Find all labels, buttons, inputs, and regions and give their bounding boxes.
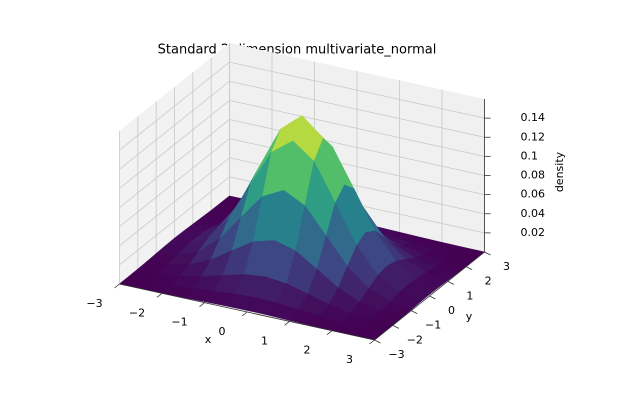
x-tick [369, 339, 375, 345]
x-tick [284, 321, 290, 326]
z-tick-label: 0.02 [521, 226, 546, 239]
grid-line [119, 157, 230, 247]
y-tick [465, 266, 473, 271]
z-tick-label: 0.08 [521, 169, 546, 182]
x-axis-line [119, 283, 375, 341]
grid-line [229, 61, 485, 119]
y-tick-label: 2 [485, 275, 492, 288]
x-tick-label: 1 [261, 334, 268, 347]
x-tick-label: −3 [86, 297, 102, 310]
y-tick-label: 3 [503, 260, 510, 273]
chart-title: Standard 2-dimension multivariate_normal [158, 43, 437, 58]
x-tick-label: −1 [171, 316, 187, 329]
x-tick [114, 283, 120, 289]
y-tick [410, 310, 418, 315]
y-axis-line [374, 251, 485, 341]
x-tick [199, 302, 205, 307]
y-tick-label: −2 [407, 333, 423, 346]
y-tick [447, 280, 455, 285]
y-tick-label: 0 [448, 304, 455, 317]
x-tick [326, 330, 333, 335]
y-tick-label: −1 [425, 319, 441, 332]
y-axis-label: y [466, 310, 473, 323]
y-tick [374, 339, 381, 344]
y-tick [484, 251, 491, 256]
grid-line [119, 61, 230, 151]
y-tick [392, 324, 400, 329]
z-tick-label: 0.12 [521, 130, 546, 143]
z-axis-label: density [553, 151, 566, 192]
z-tick-label: 0.1 [521, 149, 539, 162]
x-axis-label: x [205, 333, 212, 346]
y-tick-label: 1 [466, 289, 473, 302]
x-tick [241, 311, 248, 317]
grid-line [119, 138, 230, 227]
x-tick-label: 2 [304, 344, 311, 357]
x-tick-label: 3 [346, 353, 353, 366]
z-tick-label: 0.06 [521, 188, 546, 201]
grid-line [119, 100, 230, 189]
z-tick-label: 0.14 [521, 111, 546, 124]
grid-line [229, 80, 485, 138]
y-tick [429, 295, 436, 300]
grid-line [119, 119, 230, 208]
z-tick-label: 0.04 [521, 207, 546, 220]
grid-line [229, 99, 485, 157]
grid-line [229, 119, 485, 176]
grid-line [119, 176, 230, 266]
surface [119, 115, 485, 341]
x-tick-label: −2 [129, 306, 145, 319]
y-tick-label: −3 [388, 348, 404, 361]
x-tick-label: 0 [219, 325, 226, 338]
x-tick [156, 293, 163, 298]
grid-line [119, 80, 230, 170]
